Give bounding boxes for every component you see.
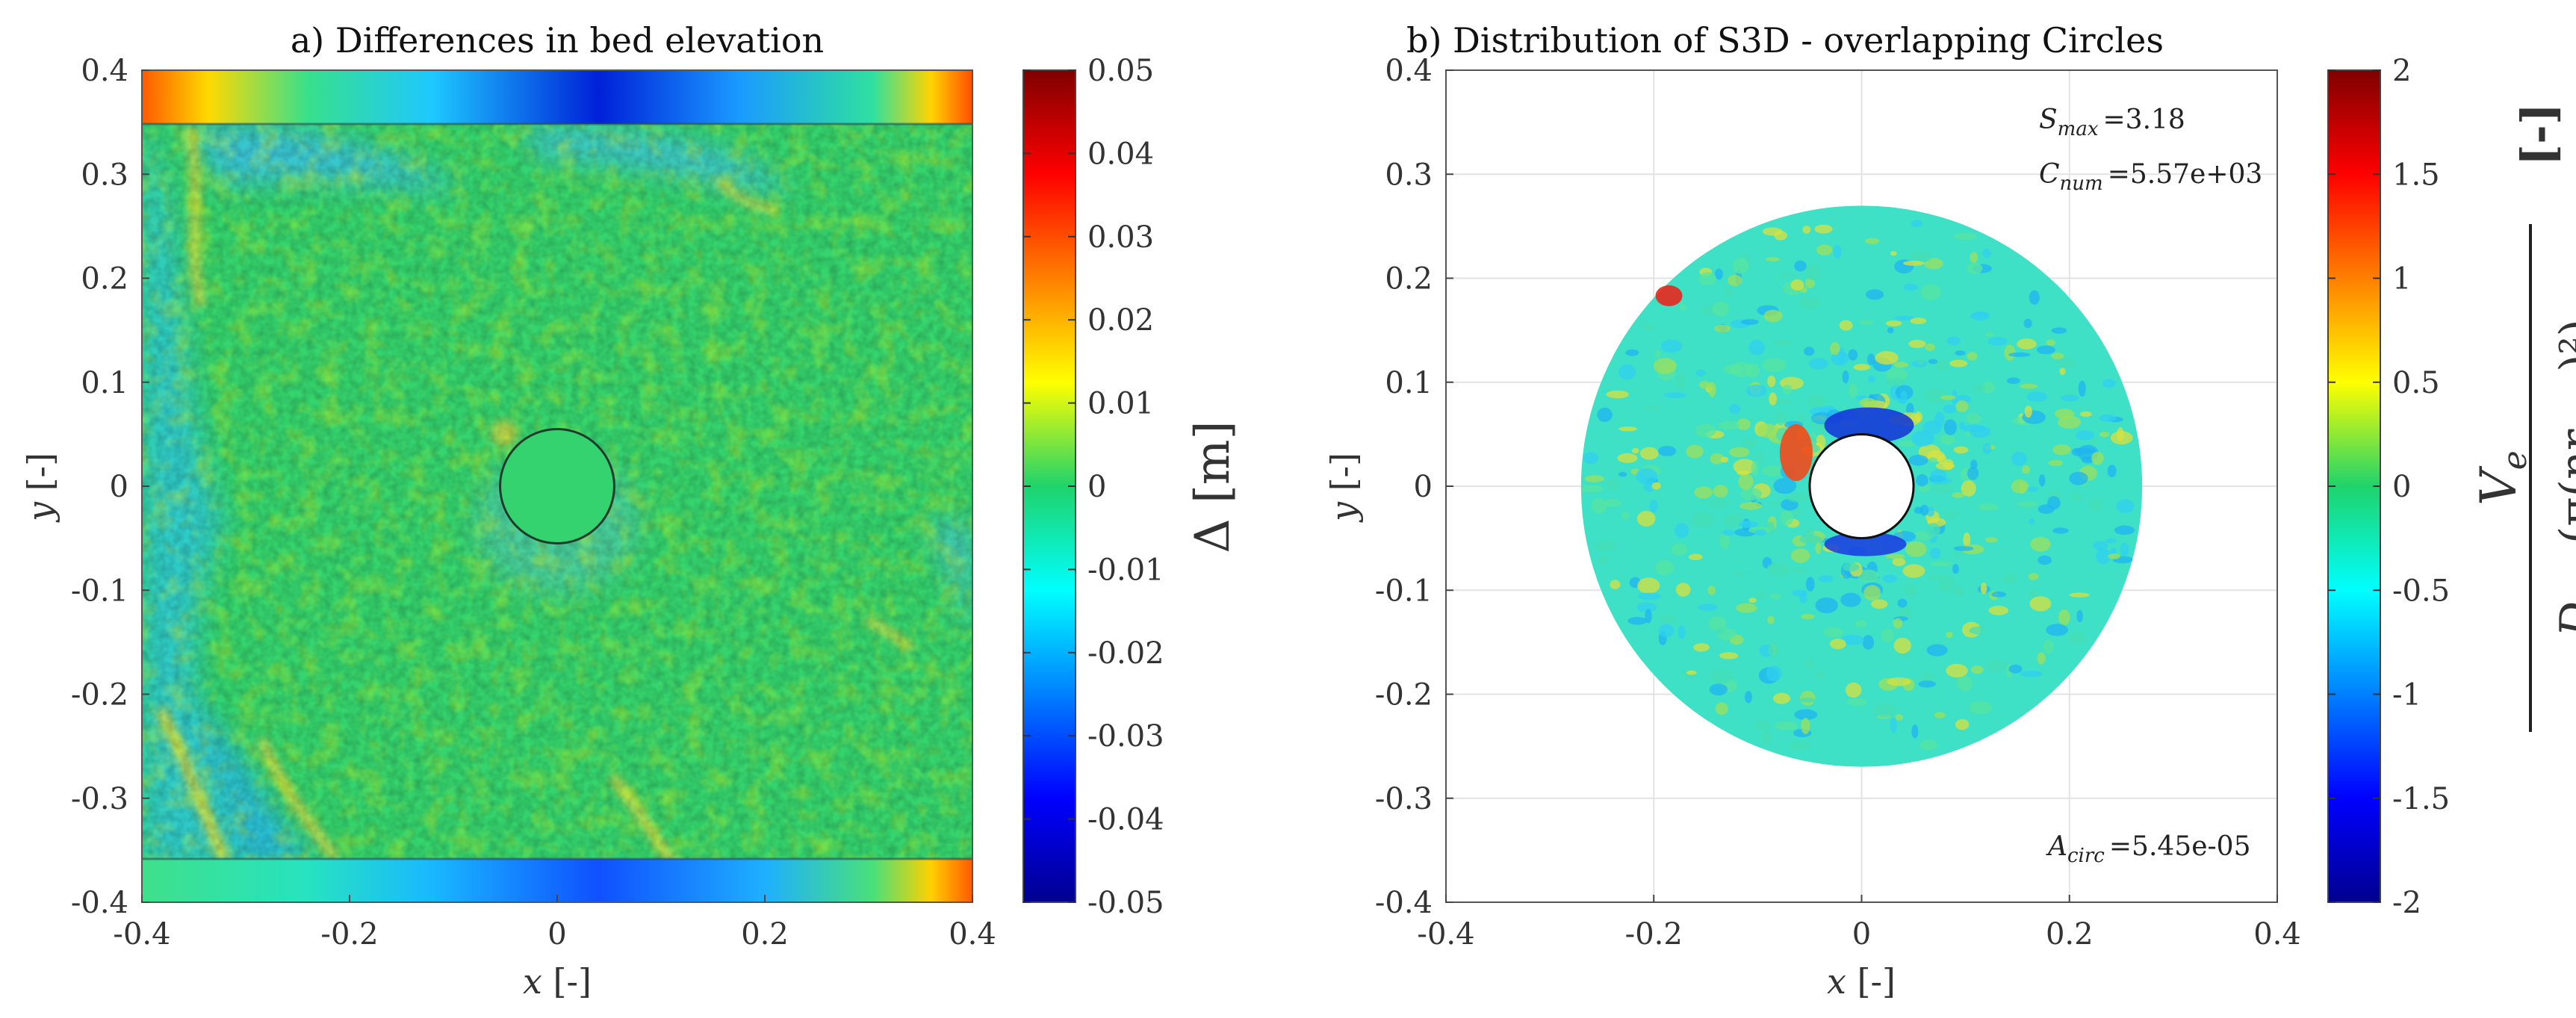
x-tick-label: 0.4 bbox=[2253, 917, 2301, 952]
y-tick-label: -0.2 bbox=[1375, 678, 1433, 713]
colorbar-tick-label: -0.5 bbox=[2392, 574, 2450, 608]
y-tick-label: -0.3 bbox=[71, 782, 128, 816]
colorbar-tick-label: 0 bbox=[1087, 470, 1106, 504]
y-tick-label: -0.4 bbox=[1375, 886, 1433, 920]
y-tick-label: 0.3 bbox=[1385, 158, 1433, 192]
y-tick-label: 0 bbox=[1414, 470, 1433, 504]
colorbar-tick-label: -0.04 bbox=[1087, 803, 1164, 837]
x-tick-label: -0.4 bbox=[113, 917, 170, 952]
colorbar-tick-label: 0 bbox=[2392, 470, 2411, 504]
colorbar-tick-label: 0.02 bbox=[1087, 303, 1154, 338]
colorbar-tick-label: -1.5 bbox=[2392, 782, 2450, 816]
x-tick-label: -0.2 bbox=[1625, 917, 1683, 952]
colorbar-tick-label: -1 bbox=[2392, 678, 2421, 713]
panel-b-s3d-map: b) Distribution of S3D - overlapping Cir… bbox=[1323, 20, 2576, 1002]
panel-a-y-axis-label: y [-] bbox=[20, 453, 60, 523]
y-tick-label: 0.4 bbox=[81, 54, 128, 88]
colorbar-tick-label: -0.05 bbox=[1087, 886, 1164, 920]
panel-b-colorbar-ticks: 2 1.5 1 0.5 0 -0.5 -1 -1.5 -2 bbox=[2328, 54, 2450, 920]
colorbar-tick-label: 1.5 bbox=[2392, 158, 2440, 192]
colorbar-tick-label: 2 bbox=[2392, 54, 2411, 88]
x-tick-label: -0.2 bbox=[320, 917, 378, 952]
panel-a-elevation-map: a) Differences in bed elevation bbox=[20, 20, 1241, 1002]
panel-a-x-axis-label: x [-] bbox=[523, 961, 592, 1002]
x-tick-label: 0.2 bbox=[2046, 917, 2094, 952]
annotation-cnum: Cnum =5.57e+03 bbox=[2039, 159, 2262, 195]
svg-text:Ve: Ve bbox=[2470, 450, 2534, 506]
y-tick-label: -0.2 bbox=[71, 678, 128, 713]
y-tick-label: 0.4 bbox=[1385, 54, 1433, 88]
colorbar-tick-label: 0.03 bbox=[1087, 220, 1154, 255]
colorbar-tick-label: 1 bbox=[2392, 262, 2411, 297]
colorbar-tick-label: 0.05 bbox=[1087, 54, 1154, 88]
panel-b-colorbar-label: Ve Dn50(π(nrn50)²) [-] bbox=[2470, 103, 2576, 732]
panel-b-y-axis-label: y [-] bbox=[1323, 453, 1364, 523]
panel-b-title: b) Distribution of S3D - overlapping Cir… bbox=[1406, 20, 2164, 60]
colorbar-tick-label: -0.01 bbox=[1087, 553, 1164, 587]
annotation-smax: Smax =3.18 bbox=[2039, 105, 2185, 140]
annotation-acirc: Acirc =5.45e-05 bbox=[2046, 831, 2250, 867]
y-tick-label: 0.1 bbox=[81, 366, 128, 400]
y-tick-label: 0.1 bbox=[1385, 366, 1433, 400]
colorbar-tick-label: 0.5 bbox=[2392, 366, 2440, 400]
panel-a-ticks: -0.4 -0.2 0 0.2 0.4 0.4 0.3 0.2 0.1 0 -0.1 -0.2 -0.3… bbox=[71, 54, 996, 952]
colorbar-tick-label: 0.04 bbox=[1087, 137, 1154, 171]
x-tick-label: 0.4 bbox=[949, 917, 996, 952]
x-tick-label: 0.2 bbox=[741, 917, 789, 952]
y-tick-label: -0.1 bbox=[71, 574, 128, 608]
colorbar-tick-label: -0.02 bbox=[1087, 636, 1164, 671]
panel-b-ticks: -0.4 -0.2 0 0.2 0.4 0.4 0.3 0.2 0.1 0 -0.1 -0.2 -0.3… bbox=[1375, 54, 2301, 952]
colorbar-tick-label: -2 bbox=[2392, 886, 2421, 920]
svg-text:Dn50(π(nrn50)²): Dn50(π(nrn50)²) bbox=[2551, 319, 2576, 638]
monopile-marker bbox=[499, 428, 615, 544]
panel-b-x-axis-label: x [-] bbox=[1827, 961, 1896, 1002]
panel-b-annulus bbox=[1580, 205, 2143, 767]
y-tick-label: 0.2 bbox=[81, 262, 128, 297]
colorbar-tick-label: 0.01 bbox=[1087, 387, 1154, 421]
panel-a-colorbar-label: Δ [m] bbox=[1185, 420, 1241, 553]
x-tick-label: 0 bbox=[547, 917, 566, 952]
y-tick-label: 0 bbox=[110, 470, 128, 504]
panel-a-colorbar bbox=[1022, 69, 1076, 903]
y-tick-label: 0.3 bbox=[81, 158, 128, 192]
y-tick-label: -0.4 bbox=[71, 886, 128, 920]
y-tick-label: -0.3 bbox=[1375, 782, 1433, 816]
x-tick-label: 0 bbox=[1852, 917, 1871, 952]
svg-text:[-]: [-] bbox=[2511, 103, 2566, 166]
colorbar-tick-label: -0.03 bbox=[1087, 719, 1164, 754]
x-tick-label: -0.4 bbox=[1417, 917, 1474, 952]
panel-a-colorbar-ticks: 0.05 0.04 0.03 0.02 0.01 0 -0.01 -0.02 -0.03 -0.0… bbox=[1023, 54, 1164, 920]
panel-b-colorbar bbox=[2327, 69, 2381, 903]
y-tick-label: 0.2 bbox=[1385, 262, 1433, 297]
panel-a-title: a) Differences in bed elevation bbox=[291, 20, 824, 60]
y-tick-label: -0.1 bbox=[1375, 574, 1433, 608]
